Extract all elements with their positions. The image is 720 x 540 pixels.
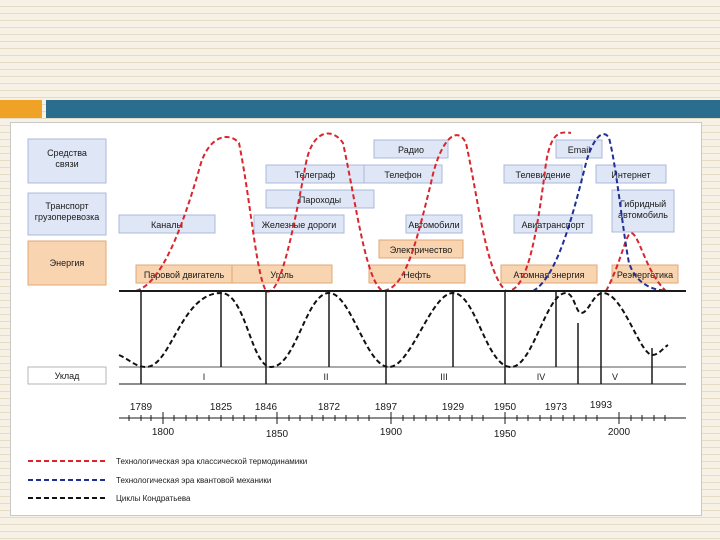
- year-1900: 1900: [380, 427, 403, 438]
- tech-hybrid-car: Гибридный автомобиль: [611, 189, 675, 233]
- category-communication: Средства связи: [27, 138, 107, 184]
- tech-railways: Железные дороги: [253, 214, 345, 234]
- year-1850: 1850: [266, 429, 289, 440]
- technology-eras-diagram: Средства связи Транспорт грузоперевозка Эн…: [27, 131, 686, 503]
- tech-television-label: Телевидение: [515, 170, 570, 180]
- legend-label-kondratiev: Циклы Кондратьева: [116, 494, 191, 503]
- category-energy: Энергия: [27, 240, 107, 286]
- tech-telephone-label: Телефон: [384, 170, 421, 180]
- year-2000: 2000: [608, 427, 631, 438]
- tech-renewable-label: Реэнергетика: [617, 270, 673, 280]
- tech-internet-label: Интернет: [611, 170, 650, 180]
- tech-canals: Каналы: [118, 214, 216, 234]
- year-labels-lower: 1800 1850 1900 1950 2000: [152, 427, 631, 440]
- legend-item-quantum: Технологическая эра квантовой механики: [28, 476, 271, 485]
- mode-label-3: III: [440, 372, 448, 382]
- year-1950-lower: 1950: [494, 429, 517, 440]
- tech-oil: Нефть: [368, 264, 466, 284]
- tech-telegraph-label: Телеграф: [295, 170, 336, 180]
- tech-email-label: Email: [568, 145, 591, 155]
- quantum-era-curve: [532, 133, 672, 292]
- diagram-panel: Средства связи Транспорт грузоперевозка Эн…: [10, 122, 702, 516]
- mode-label-1: I: [203, 372, 206, 382]
- kondratiev-wave: [118, 291, 669, 369]
- tech-coal-label: Уголь: [270, 270, 293, 280]
- tech-automobiles-label: Автомобили: [408, 220, 459, 230]
- title-accent-teal: [46, 100, 720, 118]
- tech-hybrid-car-label: Гибридный автомобиль: [618, 199, 668, 220]
- tech-nuclear-label: Атомная энергия: [513, 270, 584, 280]
- category-mode-label: Уклад: [55, 371, 81, 381]
- tech-telephone: Телефон: [363, 164, 443, 184]
- category-energy-label: Энергия: [50, 258, 85, 268]
- tech-renewable: Реэнергетика: [611, 264, 679, 284]
- mode-label-2: II: [323, 372, 328, 382]
- tech-steamships: Пароходы: [265, 189, 375, 209]
- year-1789: 1789: [130, 402, 153, 413]
- year-1993: 1993: [590, 400, 613, 411]
- legend-label-quantum: Технологическая эра квантовой механики: [116, 476, 271, 485]
- category-mode: Уклад: [27, 366, 107, 385]
- category-transport-label: Транспорт грузоперевозка: [35, 201, 99, 222]
- year-1825: 1825: [210, 402, 233, 413]
- legend: Технологическая эра классической термоди…: [28, 457, 307, 503]
- tech-electricity: Электричество: [378, 239, 464, 259]
- category-transport: Транспорт грузоперевозка: [27, 192, 107, 236]
- tech-automobiles: Автомобили: [405, 214, 463, 234]
- year-1800: 1800: [152, 427, 175, 438]
- year-1950-upper: 1950: [494, 402, 517, 413]
- tech-electricity-label: Электричество: [390, 245, 453, 255]
- tech-aviation-label: Авиатранспорт: [521, 220, 584, 230]
- year-1872: 1872: [318, 402, 341, 413]
- tech-email: Email: [555, 139, 603, 159]
- tech-radio-label: Радио: [398, 145, 424, 155]
- mode-label-4: IV: [537, 372, 546, 382]
- year-labels-upper: 1789 1825 1846 1872 1897 1929 1950 1973 …: [130, 400, 613, 413]
- tech-steamships-label: Пароходы: [299, 195, 341, 205]
- tech-internet: Интернет: [595, 164, 667, 184]
- year-1973: 1973: [545, 402, 568, 413]
- category-communication-label: Средства связи: [47, 148, 87, 169]
- title-accent-orange: [0, 100, 42, 118]
- year-axis-ticks: [128, 412, 666, 424]
- kondratiev-boundaries: [140, 291, 653, 384]
- tech-canals-label: Каналы: [151, 220, 183, 230]
- tech-oil-label: Нефть: [403, 270, 431, 280]
- tech-steam-engine-label: Паровой двигатель: [144, 270, 225, 280]
- legend-item-kondratiev: Циклы Кондратьева: [28, 494, 191, 503]
- legend-label-thermodynamics: Технологическая эра классической термоди…: [116, 457, 307, 466]
- tech-nuclear: Атомная энергия: [500, 264, 598, 284]
- tech-aviation: Авиатранспорт: [513, 214, 593, 234]
- year-1846: 1846: [255, 402, 278, 413]
- mode-label-5: V: [612, 372, 618, 382]
- tech-railways-label: Железные дороги: [262, 220, 337, 230]
- year-1929: 1929: [442, 402, 465, 413]
- tech-coal: Уголь: [231, 264, 333, 284]
- tech-radio: Радио: [373, 139, 449, 159]
- year-1897: 1897: [375, 402, 398, 413]
- legend-item-thermodynamics: Технологическая эра классической термоди…: [28, 457, 307, 466]
